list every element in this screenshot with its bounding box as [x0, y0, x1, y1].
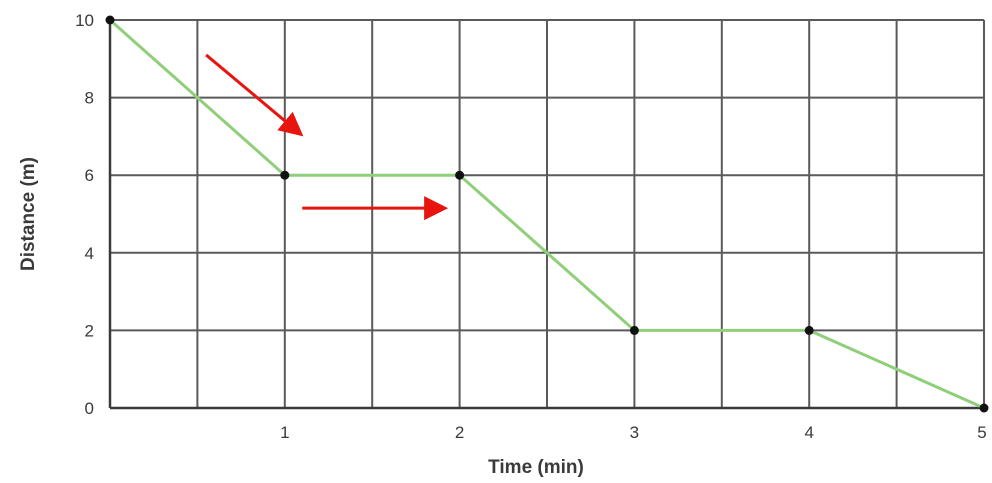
y-axis-label: Distance (m)	[18, 157, 39, 271]
data-point	[455, 170, 465, 180]
y-tick-label: 10	[75, 11, 94, 30]
series-line	[109, 18, 985, 410]
x-tick-label: 1	[280, 423, 289, 442]
x-tick-label: 5	[977, 423, 986, 442]
data-point	[804, 325, 814, 335]
y-tick-label: 0	[85, 399, 94, 418]
axes	[108, 20, 984, 410]
y-tick-label: 8	[85, 89, 94, 108]
x-tick-label: 4	[804, 423, 813, 442]
data-point	[629, 325, 639, 335]
data-point	[979, 403, 989, 413]
data-points	[105, 15, 989, 413]
data-point	[280, 170, 290, 180]
x-tick-label: 3	[630, 423, 639, 442]
annotations	[205, 53, 449, 221]
x-axis-label: Time (min)	[488, 457, 584, 478]
annotation-arrow	[205, 53, 304, 137]
x-tick-label: 2	[455, 423, 464, 442]
series	[109, 18, 985, 410]
y-tick-label: 6	[85, 166, 94, 185]
data-point	[105, 15, 115, 25]
y-tick-label: 4	[85, 244, 94, 263]
y-tick-label: 2	[85, 321, 94, 340]
